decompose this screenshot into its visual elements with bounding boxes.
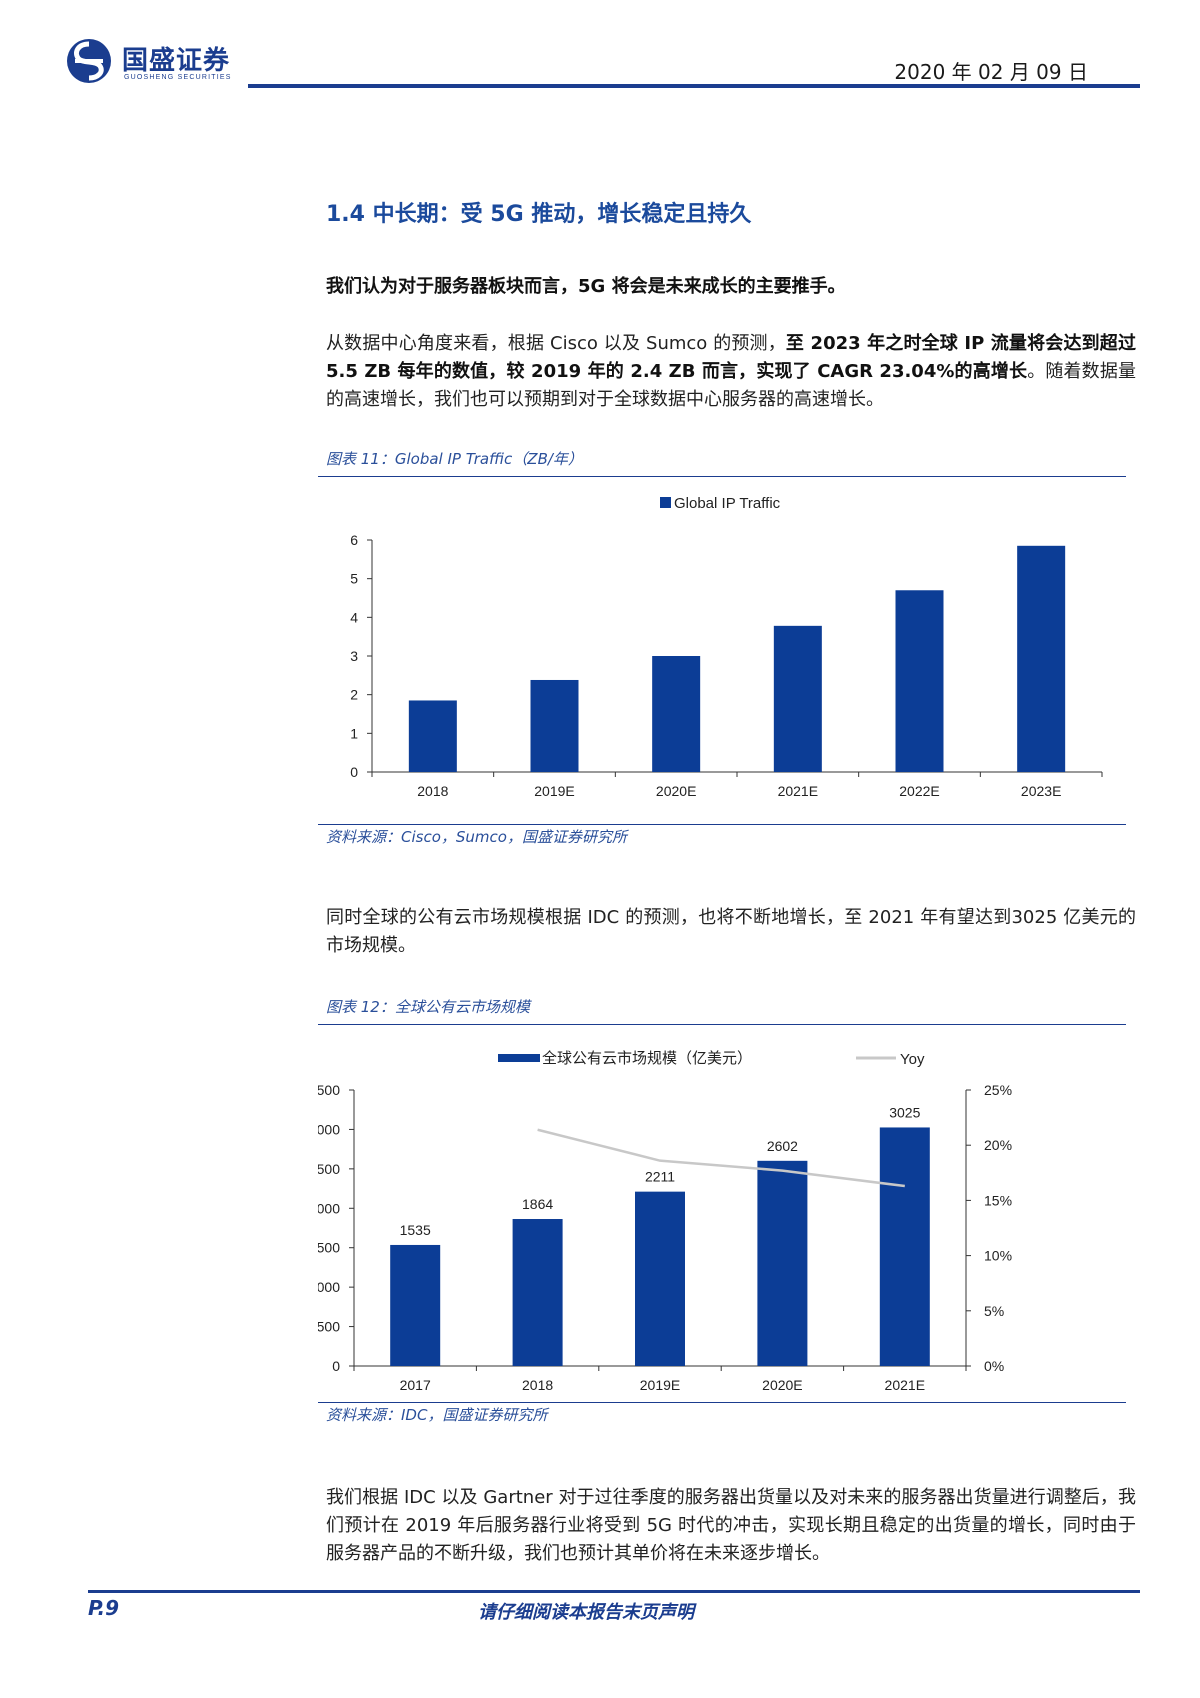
chart1-bar xyxy=(408,700,457,772)
chart2-x-tick-label: 2020E xyxy=(762,1377,802,1393)
cloud-market-chart: 全球公有云市场规模（亿美元） Yoy 0 500 1000 1500 2000 2500 3… xyxy=(318,1049,1012,1393)
chart2-y2-tick-label: 0% xyxy=(984,1358,1004,1374)
chart1-y-tick-label: 2 xyxy=(350,687,358,703)
logo-emblem-icon xyxy=(67,39,111,83)
chart2-y-tick-label: 2000 xyxy=(318,1200,340,1216)
paragraph-bold-text: 至 2023 年之时全球 IP 流量将会达到超过 5.5 ZB 每年的数值，较 … xyxy=(326,333,1136,382)
logo-text: 国盛证券 xyxy=(122,46,231,76)
page-number: P.9 xyxy=(88,1596,120,1620)
chart2-y2-tick-label: 25% xyxy=(984,1082,1012,1098)
chart1-y-tick-label: 4 xyxy=(350,609,358,625)
chart2-data-label: 2602 xyxy=(767,1138,798,1154)
chart2-data-label: 3025 xyxy=(889,1104,920,1120)
chart2-y2-tick-label: 5% xyxy=(984,1303,1004,1319)
chart2-x-tick-label: 2018 xyxy=(522,1377,553,1393)
chart2-yoy-line xyxy=(537,1128,905,1188)
chart1-y-tick-label: 5 xyxy=(350,571,358,587)
chart1-y-tick-label: 6 xyxy=(350,532,358,548)
chart2-y-tick-label: 500 xyxy=(318,1319,340,1335)
disclaimer-note: 请仔细阅读本报告末页声明 xyxy=(478,1602,694,1623)
chart1-legend-swatch xyxy=(660,497,671,508)
chart1-legend: Global IP Traffic xyxy=(660,495,781,512)
chart2-x-tick-label: 2021E xyxy=(885,1377,925,1393)
footer-divider xyxy=(88,1590,1140,1593)
paragraph-ip-traffic: 从数据中心角度来看，根据 Cisco 以及 Sumco 的预测，至 2023 年… xyxy=(326,330,1136,414)
chart1-legend-label: Global IP Traffic xyxy=(674,495,781,512)
chart1-bar xyxy=(773,625,822,772)
chart2-data-label: 1864 xyxy=(522,1196,553,1212)
chart2-y-tick-label: 1000 xyxy=(318,1279,340,1295)
paragraph-server-shipments: 我们根据 IDC 以及 Gartner 对于过往季度的服务器出货量以及对未来的服… xyxy=(326,1487,1136,1564)
chart1-x-tick-label: 2023E xyxy=(1021,783,1061,799)
chart1-x-tick-label: 2018 xyxy=(417,783,448,799)
chart2-y2-tick-label: 10% xyxy=(984,1248,1012,1264)
chart2-x-tick-label: 2017 xyxy=(400,1377,431,1393)
chart2-y2-tick-label: 15% xyxy=(984,1192,1012,1208)
logo-subtext: GUOSHENG SECURITIES xyxy=(124,74,232,81)
chart2-bar xyxy=(635,1191,685,1366)
report-date: 2020 年 02 月 09 日 xyxy=(894,60,1088,84)
chart2-data-label: 2211 xyxy=(645,1169,675,1185)
paragraph-text: 。随着数据量的高速增长，我们也可以预期到对于全球数据中心服务器的高速增长。 xyxy=(326,361,1137,410)
chart1-bar xyxy=(1017,545,1066,772)
company-logo: 国盛证券 GUOSHENG SECURITIES xyxy=(64,36,254,88)
chart2-bar xyxy=(879,1127,930,1366)
chart2-y2-tick-label: 20% xyxy=(984,1137,1012,1153)
chart1-bar xyxy=(652,656,701,772)
figure-12-source: 资料来源：IDC，国盛证券研究所 xyxy=(326,1406,548,1424)
chart1-bar xyxy=(530,679,579,772)
paragraph-text: 从数据中心角度来看，根据 Cisco 以及 Sumco 的预测， xyxy=(326,333,786,354)
figure-12-title: 图表 12：全球公有云市场规模 xyxy=(326,998,530,1016)
figure-11-source: 资料来源：Cisco，Sumco，国盛证券研究所 xyxy=(326,828,627,846)
thesis-statement: 我们认为对于服务器板块而言，5G 将会是未来成长的主要推手。 xyxy=(326,276,846,297)
chart1-y-tick-label: 0 xyxy=(350,764,358,780)
figure-12-top-rule xyxy=(318,1024,1126,1025)
chart2-y-tick-label: 0 xyxy=(332,1358,340,1374)
chart1-bar xyxy=(895,590,944,772)
chart2-legend-bar-label: 全球公有云市场规模（亿美元） xyxy=(542,1049,752,1067)
chart1-y-tick-label: 1 xyxy=(350,725,358,741)
chart1-x-tick-label: 2020E xyxy=(656,783,696,799)
figure-11-title: 图表 11：Global IP Traffic（ZB/年） xyxy=(326,450,583,468)
chart2-y-tick-label: 3500 xyxy=(318,1082,340,1098)
chart1-x-tick-label: 2019E xyxy=(534,783,574,799)
chart2-x-tick-label: 2019E xyxy=(640,1377,680,1393)
chart2-bar xyxy=(757,1160,808,1366)
chart2-legend-line-label: Yoy xyxy=(900,1051,925,1068)
chart2-legend-bar-swatch xyxy=(498,1054,540,1062)
chart2-y-tick-label: 1500 xyxy=(318,1240,340,1256)
chart2-bar xyxy=(512,1219,563,1366)
chart1-x-tick-label: 2022E xyxy=(899,783,939,799)
header-divider xyxy=(248,84,1140,88)
section-heading: 1.4 中长期：受 5G 推动，增长稳定且持久 xyxy=(326,202,752,227)
chart2-y-tick-label: 2500 xyxy=(318,1161,340,1177)
chart2-y-tick-label: 3000 xyxy=(318,1121,340,1137)
ip-traffic-chart: Global IP Traffic 0 1 2 3 4 5 6 2018 2019E 2020E 2… xyxy=(350,495,1103,799)
figure-11-top-rule xyxy=(318,476,1126,477)
chart2-legend: 全球公有云市场规模（亿美元） Yoy xyxy=(498,1049,925,1068)
chart1-x-tick-label: 2021E xyxy=(778,783,818,799)
chart2-data-label: 1535 xyxy=(400,1222,431,1238)
chart2-bar xyxy=(390,1244,441,1366)
figure-12-bottom-rule xyxy=(318,1402,1126,1403)
paragraph-cloud-market: 同时全球的公有云市场规模根据 IDC 的预测，也将不断地增长，至 2021 年有… xyxy=(326,907,1136,956)
figure-11-bottom-rule xyxy=(318,824,1126,825)
chart1-y-tick-label: 3 xyxy=(350,648,358,664)
